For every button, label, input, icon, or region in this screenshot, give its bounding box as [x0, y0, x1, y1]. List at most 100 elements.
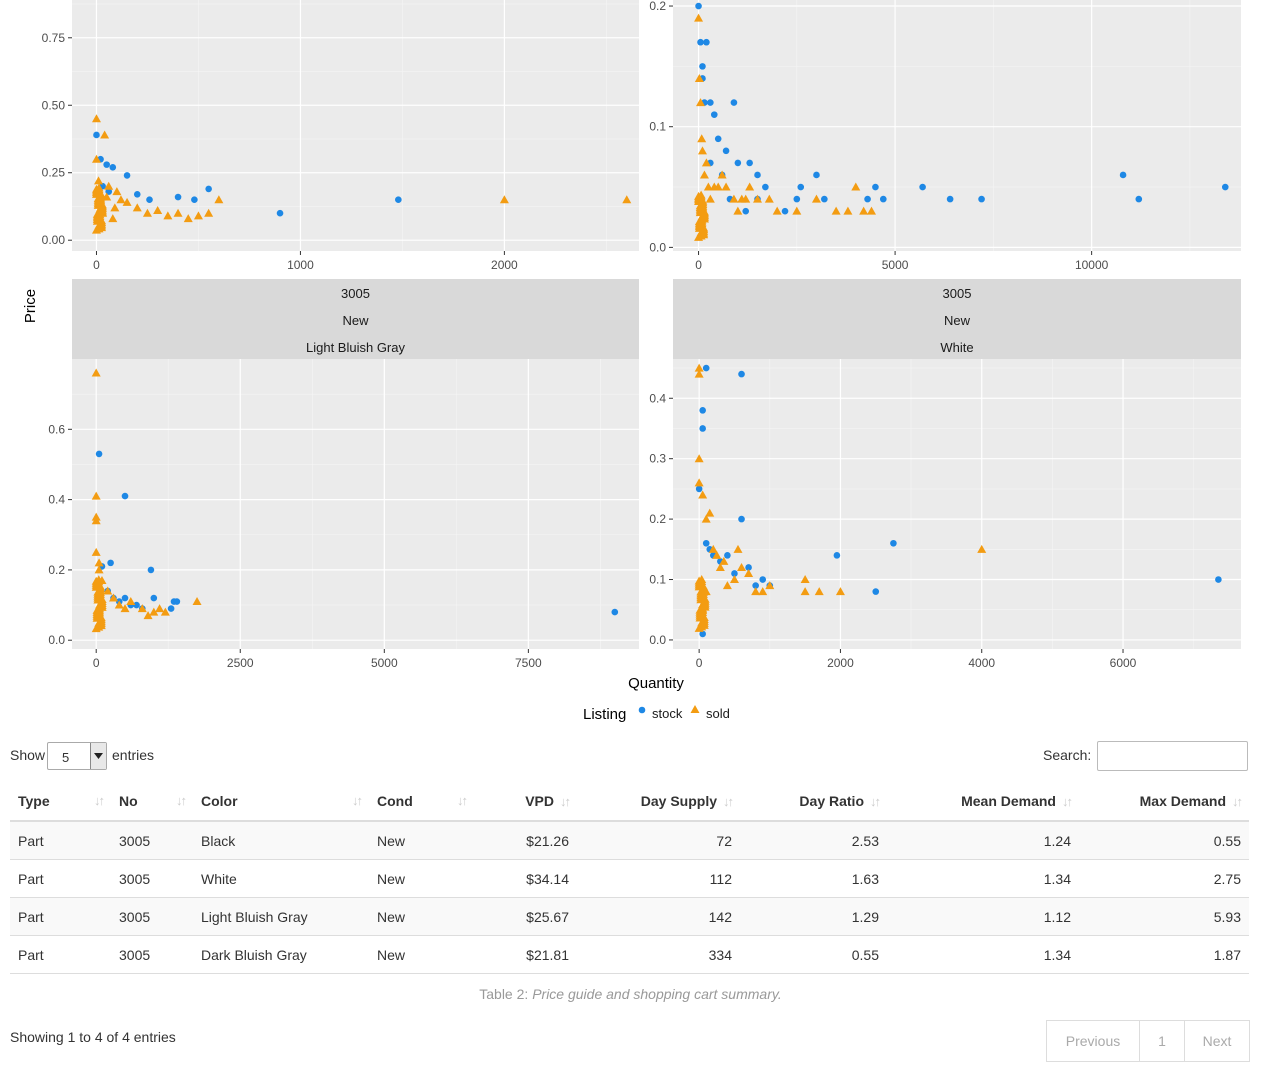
sold-point — [173, 208, 183, 217]
x-tick-label: 4000 — [968, 656, 995, 670]
x-tick-label: 0 — [695, 258, 702, 272]
sort-icon[interactable]: ↓↑ — [1062, 794, 1073, 809]
sold-point — [193, 211, 203, 220]
sold-point — [719, 556, 729, 565]
entries-label: entries — [112, 747, 155, 763]
table-cell: $21.81 — [474, 935, 577, 974]
table-row[interactable]: Part 3005 Black New $21.26 72 2.53 1.24 0.55 — [10, 821, 1249, 860]
stock-point — [762, 183, 769, 191]
sold-point — [703, 182, 713, 191]
sold-point — [112, 187, 122, 196]
sold-point — [713, 182, 723, 191]
sort-icon[interactable]: ↓↑ — [1232, 794, 1243, 809]
x-tick-label: 0 — [93, 656, 100, 670]
sort-icon[interactable]: ↓↑ — [870, 794, 881, 809]
chevron-down-icon[interactable] — [90, 743, 106, 769]
stock-point — [702, 364, 710, 372]
stock-point — [699, 630, 706, 638]
sold-point — [108, 214, 118, 223]
sort-icon[interactable]: ↓↑ — [723, 794, 734, 809]
column-header-no[interactable]: No ↓↑ — [111, 782, 193, 822]
sold-point — [715, 562, 725, 571]
sort-icon[interactable]: ↓↑ — [352, 793, 363, 808]
sold-point — [94, 565, 104, 574]
sold-point — [160, 607, 170, 616]
table-cell: Black — [193, 821, 369, 860]
column-header-cond[interactable]: Cond ↓↑ — [369, 782, 474, 822]
column-header-mean-demand[interactable]: Mean Demand ↓↑ — [887, 782, 1079, 822]
search-input[interactable] — [1097, 741, 1248, 771]
y-tick-label: 0.4 — [48, 493, 65, 507]
column-header-color[interactable]: Color ↓↑ — [193, 782, 369, 822]
sold-point — [700, 214, 710, 223]
sort-icon[interactable]: ↓↑ — [560, 794, 571, 809]
sold-point — [142, 208, 152, 217]
stock-point — [793, 195, 801, 203]
column-header-day-supply[interactable]: Day Supply ↓↑ — [577, 782, 740, 822]
stock-point — [890, 539, 897, 547]
stock-point — [1215, 576, 1222, 583]
legend-key-stock — [638, 706, 646, 714]
sold-point — [705, 508, 715, 517]
y-tick-label: 0.75 — [42, 31, 66, 45]
sold-point — [758, 587, 768, 596]
table-cell: $34.14 — [474, 859, 577, 898]
sold-point — [751, 587, 761, 596]
column-header-day-ratio[interactable]: Day Ratio ↓↑ — [740, 782, 887, 822]
table-cell: 1.24 — [887, 821, 1079, 860]
stock-point — [702, 539, 710, 547]
y-tick-label: 0.3 — [649, 452, 666, 466]
stock-point — [714, 135, 722, 143]
stock-point — [797, 183, 805, 191]
sold-point — [764, 194, 774, 203]
table-cell: Part — [10, 897, 111, 936]
sold-point — [214, 195, 224, 204]
stock-point — [742, 207, 750, 215]
stock-point — [95, 450, 103, 458]
facet-strip — [673, 279, 1241, 359]
table-cell: Part — [10, 935, 111, 974]
column-header-vpd[interactable]: VPD ↓↑ — [474, 782, 577, 822]
sold-point — [705, 194, 715, 203]
stock-point — [123, 172, 131, 179]
table-row[interactable]: Part 3005 White New $34.14 112 1.63 1.34 2.75 — [10, 859, 1249, 898]
sold-point — [155, 604, 165, 613]
sold-point — [694, 363, 704, 372]
stock-point — [699, 407, 706, 414]
sort-icon[interactable]: ↓↑ — [176, 793, 187, 808]
pagination: Previous 1 Next — [1046, 1020, 1250, 1062]
table-cell: New — [369, 821, 474, 860]
page-length-select[interactable]: 5 — [47, 742, 107, 770]
table-row[interactable]: Part 3005 Dark Bluish Gray New $21.81 334 0.55… — [10, 935, 1249, 974]
page-1-button[interactable]: 1 — [1140, 1021, 1185, 1061]
sold-point — [126, 597, 136, 606]
sold-point — [694, 454, 704, 463]
stock-point — [133, 601, 140, 609]
sold-point — [698, 490, 708, 499]
previous-button[interactable]: Previous — [1047, 1021, 1140, 1061]
column-header-max-demand[interactable]: Max Demand ↓↑ — [1079, 782, 1249, 822]
sold-point — [695, 208, 705, 217]
sold-point — [851, 182, 861, 191]
column-header-label: Day Ratio — [799, 793, 864, 809]
sort-icon[interactable]: ↓↑ — [94, 793, 105, 808]
stock-point — [611, 608, 619, 616]
sold-point — [153, 206, 163, 215]
facet-strip-label: 3005 — [943, 286, 972, 301]
sold-point — [622, 195, 632, 204]
sold-point — [698, 608, 708, 617]
stock-point — [395, 196, 402, 204]
sold-point — [729, 194, 739, 203]
table-cell: 142 — [577, 897, 740, 936]
y-tick-label: 0.0 — [48, 633, 65, 647]
table-cell: 112 — [577, 859, 740, 898]
sold-point — [977, 544, 987, 553]
sold-point — [697, 146, 707, 155]
column-header-type[interactable]: Type ↓↑ — [10, 782, 111, 822]
table-row[interactable]: Part 3005 Light Bluish Gray New $25.67 142 1.2… — [10, 897, 1249, 936]
next-button[interactable]: Next — [1202, 1033, 1232, 1049]
table-cell: New — [369, 897, 474, 936]
sort-icon[interactable]: ↓↑ — [457, 793, 468, 808]
sold-point — [122, 197, 132, 206]
stock-point — [872, 183, 879, 191]
